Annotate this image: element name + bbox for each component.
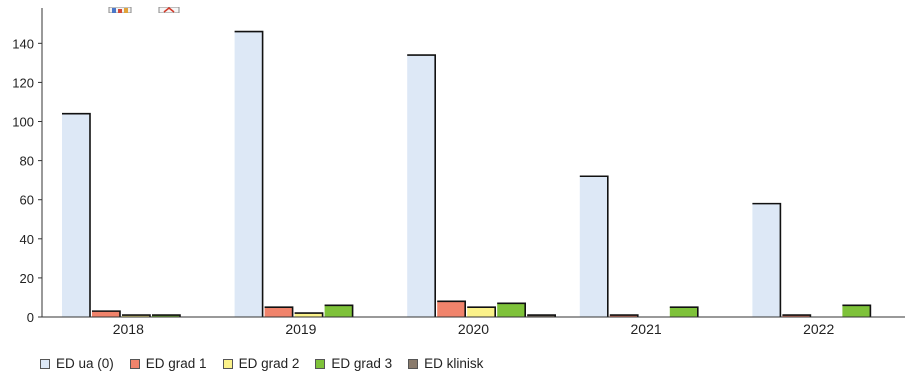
x-axis-labels: 2018 2019 2020 2021 2022 <box>113 321 835 337</box>
bar-ed-grad-2-2019 <box>294 313 323 317</box>
bar-edge <box>497 302 527 317</box>
bar-edge <box>234 30 264 317</box>
y-tick-label: 40 <box>20 232 34 247</box>
legend: ED ua (0) ED grad 1 ED grad 2 ED grad 3 ED k… <box>40 356 483 371</box>
y-tick-label: 0 <box>27 310 34 325</box>
bar-ed-grad-1-2019 <box>264 307 293 317</box>
bar-edge <box>579 175 609 317</box>
bar-ed-grad-1-2021 <box>609 315 638 317</box>
bar-edge <box>294 312 324 317</box>
x-category-label: 2022 <box>803 321 834 337</box>
bar-edge <box>324 304 354 317</box>
bar-ed-grad-3-2021 <box>669 307 698 317</box>
bar-ed-grad-3-2019 <box>324 305 353 317</box>
bar-ed-ua-0-2022 <box>752 203 781 317</box>
bar-edge <box>92 310 121 317</box>
bar-ed-klinisk-2020 <box>527 315 556 317</box>
legend-label: ED grad 1 <box>145 356 207 371</box>
bar-ed-ua-0-2018 <box>62 113 90 317</box>
legend-swatch <box>408 358 419 369</box>
bar-ed-grad-3-2022 <box>842 305 871 317</box>
bar-ed-ua-0-2021 <box>579 176 608 317</box>
y-tick-label: 20 <box>20 271 34 286</box>
bar-edge <box>782 314 812 317</box>
legend-swatch <box>40 358 50 369</box>
bar-edge <box>62 112 91 317</box>
bar-edge <box>437 300 467 317</box>
legend-swatch <box>315 358 326 369</box>
legend-item: ED klinisk <box>408 356 483 371</box>
bar-edge <box>122 314 151 317</box>
x-category-label: 2020 <box>458 321 489 337</box>
bar-ed-ua-0-2019 <box>234 31 263 318</box>
y-tick-label: 100 <box>12 115 34 130</box>
legend-swatch <box>129 358 140 369</box>
y-tick-label: 80 <box>20 154 34 169</box>
legend-item: ED grad 2 <box>222 356 300 371</box>
bar-edge <box>467 306 497 317</box>
y-tick-label: 140 <box>12 36 34 51</box>
legend-item: ED grad 1 <box>129 356 207 371</box>
y-tick-label: 60 <box>20 193 34 208</box>
x-category-label: 2021 <box>631 321 662 337</box>
bar-edge <box>609 314 639 317</box>
bar-ed-grad-3-2020 <box>497 303 526 317</box>
bar-ed-grad-1-2018 <box>92 311 120 317</box>
legend-item: ED grad 3 <box>315 356 392 371</box>
bar-edge <box>752 202 782 317</box>
x-category-label: 2019 <box>285 321 316 337</box>
bar-edge <box>407 54 437 317</box>
bar-ed-grad-2-2020 <box>467 307 496 317</box>
bar-ed-grad-3-2018 <box>152 315 180 317</box>
legend-swatch <box>222 358 233 369</box>
bar-ed-ua-0-2020 <box>407 55 436 318</box>
bar-edge <box>527 314 557 317</box>
bar-ed-grad-1-2022 <box>782 315 811 317</box>
bar-edge <box>669 306 699 317</box>
legend-label: ED klinisk <box>424 356 484 371</box>
legend-label: ED grad 3 <box>331 356 393 371</box>
bar-series <box>62 30 872 318</box>
bar-edge <box>264 306 294 317</box>
legend-label: ED grad 2 <box>238 356 300 371</box>
y-tick-label: 120 <box>12 75 34 90</box>
bar-ed-grad-1-2020 <box>437 301 466 317</box>
bar-edge <box>842 304 872 317</box>
bar-ed-grad-2-2018 <box>122 315 150 317</box>
legend-label: ED ua (0) <box>56 356 114 371</box>
bar-edge <box>152 314 181 317</box>
y-axis-ticks: 0 20 40 60 80 100 120 140 <box>12 36 42 325</box>
x-category-label: 2018 <box>113 321 144 337</box>
legend-item: ED ua (0) <box>40 356 114 371</box>
